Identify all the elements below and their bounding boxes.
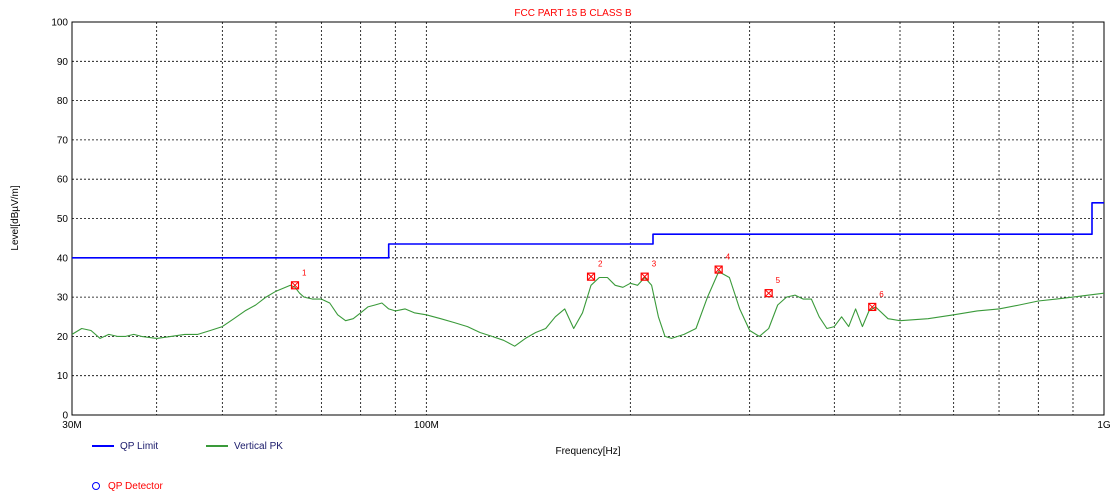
y-tick-label: 50 — [57, 214, 69, 225]
x-tick-label: 1G — [1097, 420, 1111, 431]
legend-swatch-qp-limit — [92, 445, 114, 448]
y-tick-label: 40 — [57, 253, 69, 264]
legend-label-vertical-pk: Vertical PK — [234, 441, 283, 452]
y-tick-label: 20 — [57, 332, 69, 343]
marker-cross — [868, 303, 877, 311]
marker-label: 4 — [726, 253, 731, 262]
marker-cross — [764, 289, 773, 298]
x-axis-label: Frequency[Hz] — [555, 446, 620, 457]
marker-cross — [714, 265, 723, 274]
y-axis-label: Level[dBµV/m] — [10, 185, 21, 250]
legend-swatch-vertical-pk — [206, 445, 228, 448]
marker-point — [586, 272, 596, 281]
chart-grid — [72, 22, 1104, 415]
series-layer — [71, 202, 1105, 347]
marker-label: 6 — [879, 290, 884, 299]
marker-label: 5 — [776, 276, 781, 285]
marker-cross — [587, 272, 595, 281]
marker-cross — [640, 272, 649, 281]
y-tick-label: 60 — [57, 175, 69, 186]
x-axis: 30M 100M 1G — [62, 420, 1111, 431]
markers-layer: 1 2 3 4 5 6 — [290, 253, 884, 312]
legend-swatch-qp-detector — [92, 482, 100, 491]
marker-cross — [291, 281, 299, 290]
legend-label-qp-limit: QP Limit — [120, 441, 159, 452]
plot-area — [71, 21, 1105, 416]
marker-label: 3 — [652, 260, 657, 269]
series-line-vertical-pk — [71, 271, 1105, 347]
marker-label: 2 — [598, 260, 603, 269]
marker-label: 1 — [302, 268, 307, 277]
y-axis: 0 10 20 30 40 50 60 70 80 90 100 — [51, 18, 68, 422]
legend-qp-limit: QP Limit — [92, 441, 158, 452]
y-tick-label: 30 — [57, 293, 69, 304]
legend-qp-detector: QP Detector — [92, 481, 163, 492]
marker-point — [868, 302, 877, 312]
marker-point — [290, 281, 300, 290]
chart-title: FCC PART 15 B CLASS B — [514, 8, 632, 19]
series-line-qp-limit — [72, 202, 1104, 259]
x-tick-label: 30M — [62, 420, 81, 431]
y-tick-label: 0 — [62, 411, 68, 422]
y-tick-label: 10 — [57, 371, 69, 382]
marker-point — [764, 289, 773, 298]
x-tick-label: 100M — [414, 420, 439, 431]
marker-point — [640, 272, 649, 281]
y-tick-label: 100 — [51, 18, 68, 29]
y-tick-label: 90 — [57, 57, 69, 68]
legend-vertical-pk: Vertical PK — [206, 441, 283, 452]
legend-label-qp-detector: QP Detector — [108, 481, 163, 492]
y-tick-label: 80 — [57, 96, 69, 107]
y-tick-label: 70 — [57, 135, 69, 146]
marker-point — [714, 265, 723, 274]
